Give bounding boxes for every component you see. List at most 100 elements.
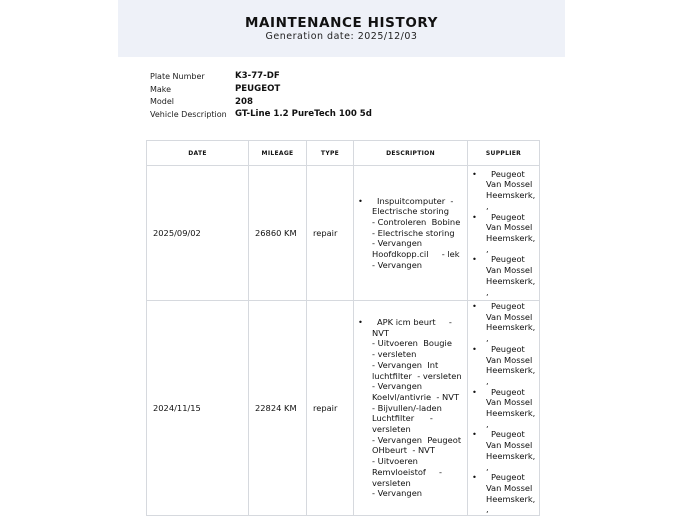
cell-date: 2025/09/02 bbox=[146, 165, 249, 301]
supplier-line: Peugeot bbox=[491, 429, 525, 440]
description-line: - Electrische storing bbox=[372, 227, 455, 238]
description-line: - Vervangen bbox=[372, 488, 423, 499]
vehicle-info-label: Vehicle Description bbox=[150, 109, 227, 119]
supplier-line: Peugeot bbox=[491, 211, 525, 222]
col-mileage: MILEAGE bbox=[248, 140, 307, 166]
vehicle-info-label: Model bbox=[150, 97, 175, 107]
description-item: APK icm beurt -NVT- Uitvoeren Bougie- ve… bbox=[354, 317, 467, 499]
table-row: 2024/11/15 22824 KM repair APK icm beurt… bbox=[146, 299, 540, 516]
description-line: Remvloeistof - bbox=[372, 466, 443, 477]
supplier-line: , bbox=[486, 461, 489, 472]
supplier-line: Van Mossel bbox=[486, 354, 533, 365]
cell-type: repair bbox=[306, 299, 354, 516]
description-line: - Vervangen bbox=[372, 259, 423, 270]
cell-description: Inspuitcomputer -Electrische storing- Co… bbox=[353, 165, 468, 301]
supplier-line: Heemskerk, bbox=[486, 493, 536, 504]
description-line: - Uitvoeren Bougie bbox=[372, 338, 452, 349]
cell-mileage: 26860 KM bbox=[248, 165, 307, 301]
supplier-line: Van Mossel bbox=[486, 397, 533, 408]
col-date: DATE bbox=[146, 140, 249, 166]
description-line: Koelvl/antivrie - NVT bbox=[372, 391, 460, 402]
supplier-line: Peugeot bbox=[491, 254, 525, 265]
report-header: MAINTENANCE HISTORY Generation date: 202… bbox=[118, 0, 565, 57]
description-line: OHbeurt - NVT bbox=[372, 445, 435, 456]
description-line: - versleten bbox=[372, 349, 417, 360]
vehicle-info-value: K3-77-DF bbox=[235, 71, 280, 82]
description-line: - Bijvullen/-laden bbox=[372, 402, 442, 413]
supplier-line: Heemskerk, bbox=[486, 275, 536, 286]
description-line: luchtfilter - versleten bbox=[372, 370, 462, 381]
supplier-line: Peugeot bbox=[491, 472, 525, 483]
vehicle-info-value: PEUGEOT bbox=[235, 84, 281, 95]
vehicle-info-row: Plate Number K3-77-DF bbox=[150, 70, 372, 83]
supplier-line: , bbox=[486, 333, 489, 344]
col-type: TYPE bbox=[306, 140, 354, 166]
supplier-line: Heemskerk, bbox=[486, 450, 536, 461]
cell-type: repair bbox=[306, 165, 354, 301]
description-line: - Vervangen bbox=[372, 381, 423, 392]
supplier-line: Van Mossel bbox=[486, 265, 533, 276]
supplier-line: , bbox=[486, 504, 489, 515]
supplier-line: , bbox=[486, 200, 489, 211]
description-line: - Vervangen Peugeot bbox=[372, 434, 462, 445]
supplier-line: , bbox=[486, 243, 489, 254]
supplier-line: Heemskerk, bbox=[486, 233, 536, 243]
supplier-line: , bbox=[486, 418, 489, 429]
col-supplier: SUPPLIER bbox=[467, 140, 540, 166]
description-line: Hoofdkopp.cil - lek bbox=[372, 249, 460, 260]
cell-description: APK icm beurt -NVT- Uitvoeren Bougie- ve… bbox=[353, 299, 468, 516]
vehicle-info-label: Make bbox=[150, 84, 172, 94]
description-line: Inspuitcomputer - bbox=[377, 195, 454, 206]
vehicle-info-row: Model 208 bbox=[150, 95, 372, 108]
vehicle-info-value: GT-Line 1.2 PureTech 100 5d bbox=[235, 109, 372, 120]
description-line: - Uitvoeren bbox=[372, 456, 418, 467]
supplier-line: Peugeot bbox=[491, 386, 525, 397]
supplier-line: Heemskerk, bbox=[486, 322, 536, 333]
supplier-line: Van Mossel bbox=[486, 179, 533, 190]
supplier-line: Heemskerk, bbox=[486, 190, 536, 201]
col-description: DESCRIPTION bbox=[353, 140, 468, 166]
supplier-line: Van Mossel bbox=[486, 311, 533, 322]
vehicle-info-row: Make PEUGEOT bbox=[150, 83, 372, 96]
maintenance-table: DATE MILEAGE TYPE DESCRIPTION SUPPLIER 2… bbox=[146, 140, 540, 516]
description-line: Electrische storing bbox=[372, 206, 449, 217]
description-line: APK icm beurt - bbox=[377, 317, 452, 328]
supplier-line: Van Mossel bbox=[486, 482, 533, 493]
table-row: 2025/09/02 26860 KM repair Inspuitcomput… bbox=[146, 165, 540, 301]
description-line: - Vervangen Int bbox=[372, 359, 439, 370]
vehicle-info-label: Plate Number bbox=[150, 71, 205, 81]
description-item: Inspuitcomputer -Electrische storing- Co… bbox=[354, 196, 467, 271]
description-line: versleten bbox=[372, 424, 411, 435]
cell-date: 2024/11/15 bbox=[146, 299, 249, 516]
supplier-line: Peugeot bbox=[491, 343, 525, 354]
supplier-line: Peugeot bbox=[491, 301, 525, 311]
generation-date: Generation date: 2025/12/03 bbox=[265, 31, 418, 42]
supplier-line: Heemskerk, bbox=[486, 408, 536, 419]
description-line: Luchtfilter - bbox=[372, 413, 433, 424]
description-line: versleten bbox=[372, 477, 411, 488]
supplier-line: , bbox=[486, 286, 489, 297]
description-line: NVT bbox=[372, 327, 389, 338]
vehicle-info-value: 208 bbox=[235, 96, 253, 107]
vehicle-info-row: Vehicle Description GT-Line 1.2 PureTech … bbox=[150, 108, 372, 121]
description-line: - Controleren Bobine bbox=[372, 216, 461, 227]
supplier-line: Van Mossel bbox=[486, 440, 533, 451]
supplier-line: , bbox=[486, 375, 489, 386]
supplier-line: Peugeot bbox=[491, 168, 525, 179]
cell-mileage: 22824 KM bbox=[248, 299, 307, 516]
vehicle-info: Plate Number K3-77-DF Make PEUGEOT Model 208 V… bbox=[150, 70, 372, 121]
supplier-line: Heemskerk, bbox=[486, 365, 536, 376]
report-title: MAINTENANCE HISTORY bbox=[244, 15, 439, 31]
supplier-line: Van Mossel bbox=[486, 222, 533, 233]
description-line: - Vervangen bbox=[372, 238, 423, 249]
